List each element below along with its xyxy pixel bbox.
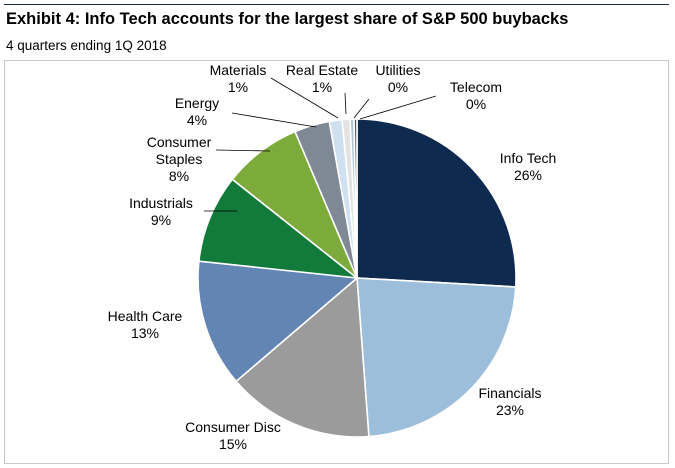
- slice-name-label: Staples: [156, 151, 203, 167]
- slice-info-tech: [356, 118, 517, 288]
- slice-telecom: [353, 118, 358, 279]
- slice-name-label: Info Tech: [500, 150, 557, 166]
- slice-health-care: [197, 260, 359, 383]
- chart-title: Exhibit 4: Info Tech accounts for the la…: [6, 10, 569, 28]
- slice-label-utilities: Utilities 0%: [375, 62, 420, 95]
- slice-value-label: 15%: [219, 436, 247, 452]
- slice-consumer-disc: [235, 276, 370, 438]
- leader-line-utilities: [353, 98, 370, 119]
- slice-label-industrials: Industrials 9%: [129, 195, 193, 228]
- leader-line-materials: [270, 77, 339, 119]
- slice-label-consumer-staples: Consumer Staples 8%: [147, 134, 212, 184]
- slice-value-label: 0%: [466, 96, 486, 112]
- slice-labels: Info Tech 26% Financials 23% Consumer Disc 15…: [108, 62, 557, 452]
- slice-label-info-tech: Info Tech 26%: [500, 150, 557, 183]
- slice-name-label: Real Estate: [286, 62, 359, 78]
- slice-name-label: Materials: [210, 62, 267, 78]
- slice-financials: [356, 277, 517, 438]
- leader-line-energy: [231, 112, 317, 128]
- slice-name-label: Energy: [175, 95, 219, 111]
- leader-line-telecom: [359, 95, 437, 120]
- slice-name-label: Health Care: [108, 308, 183, 324]
- leader-lines: [204, 77, 437, 212]
- slice-label-health-care: Health Care 13%: [108, 308, 183, 341]
- leader-line-consumer-staples: [215, 149, 271, 152]
- slice-name-label: Consumer Disc: [185, 419, 281, 435]
- slice-label-consumer-disc: Consumer Disc 15%: [185, 419, 281, 452]
- slice-name-label: Industrials: [129, 195, 193, 211]
- slice-value-label: 26%: [514, 167, 542, 183]
- title-rule: [4, 4, 669, 5]
- slice-industrials: [198, 178, 360, 280]
- slice-value-label: 4%: [187, 112, 207, 128]
- slice-name-label: Financials: [478, 385, 541, 401]
- slice-name-label: Telecom: [450, 79, 502, 95]
- slice-label-energy: Energy 4%: [175, 95, 219, 128]
- leader-line-real-estate: [344, 92, 347, 115]
- slice-label-materials: Materials 1%: [210, 62, 267, 95]
- slice-value-label: 1%: [228, 79, 248, 95]
- slice-value-label: 0%: [388, 79, 408, 95]
- slice-name-label: Utilities: [375, 62, 420, 78]
- slice-label-real-estate: Real Estate 1%: [286, 62, 359, 95]
- pie-slices: [197, 118, 517, 438]
- chart-subtitle: 4 quarters ending 1Q 2018: [6, 38, 167, 53]
- slice-value-label: 1%: [312, 79, 332, 95]
- slice-value-label: 9%: [151, 212, 171, 228]
- slice-label-financials: Financials 23%: [478, 385, 541, 418]
- slice-value-label: 23%: [496, 402, 524, 418]
- slice-name-label: Consumer: [147, 134, 212, 150]
- slice-label-telecom: Telecom 0%: [450, 79, 502, 112]
- slice-value-label: 8%: [169, 168, 189, 184]
- chart-frame: [4, 60, 669, 464]
- slice-value-label: 13%: [131, 325, 159, 341]
